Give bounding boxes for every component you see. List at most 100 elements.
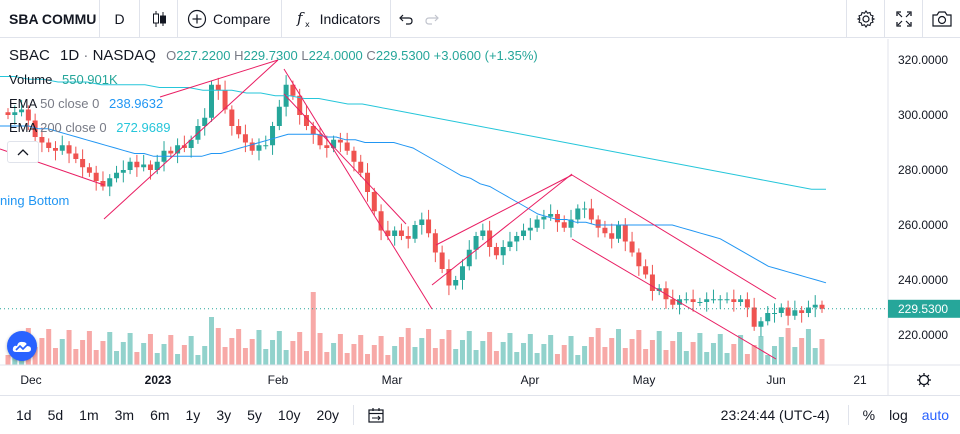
candle-body [799,310,805,313]
redo-button[interactable] [419,0,447,38]
range-button-5d[interactable]: 5d [47,406,64,423]
volume-bar [805,329,811,365]
volume-bar [154,353,160,365]
trend-line [571,238,777,360]
candle-body [188,139,194,148]
range-button-6m[interactable]: 6m [150,406,170,423]
volume-bar [778,337,784,365]
bottom-toolbar: 1d 5d 1m 3m 6m 1y 3y 5y 10y 20y 23:24:44 (UTC-4) … [0,395,960,433]
range-button-1d[interactable]: 1d [16,406,32,423]
symbol-search-button[interactable]: SBA COMMU [0,0,100,38]
legend-open: 227.2200 [176,48,231,63]
legend-close: 229.5300 [375,48,431,63]
volume-bar [39,338,45,365]
legend-l-label: L [301,48,309,63]
fullscreen-button[interactable] [884,0,922,38]
volume-bar [426,329,432,365]
percent-toggle[interactable]: % [862,407,876,423]
volume-legend[interactable]: Volume 550.901K [9,72,118,87]
candle-body [398,230,404,236]
volume-bar [317,333,323,365]
trend-line [431,173,573,286]
settings-button[interactable] [846,0,884,38]
volume-bar [107,332,113,365]
candle-body [656,288,662,291]
volume-bar [290,341,296,365]
log-toggle[interactable]: log [889,407,908,423]
volume-bar [765,355,771,365]
auto-toggle[interactable]: auto [921,407,949,423]
volume-bar [229,338,235,365]
axis-settings-icon[interactable] [917,373,931,387]
volume-bar [249,339,255,365]
price-tick-label: 240.0000 [898,273,948,287]
interval-button[interactable]: D [100,0,140,38]
range-button-5y[interactable]: 5y [247,406,262,423]
range-button-3y[interactable]: 3y [216,406,232,423]
time-tick-label: Jun [766,373,785,387]
candle-body [114,172,120,179]
fullscreen-icon [895,11,912,27]
candle-body [439,252,445,269]
volume-bar [772,346,778,365]
candle-body [717,299,723,301]
volume-bar [622,348,628,365]
pattern-label: ning Bottom [0,193,70,208]
volume-bar [710,343,716,365]
price-tick-label: 300.0000 [898,108,948,122]
ema50-label: EMA [9,96,37,111]
candle-body [270,126,276,146]
range-button-1y[interactable]: 1y [185,406,201,423]
volume-bar [114,351,120,365]
volume-bar [236,329,242,365]
tradingview-logo[interactable] [7,331,37,361]
compare-button[interactable]: Compare [178,0,282,38]
volume-bar [432,348,438,365]
candle-body [73,153,79,159]
range-button-20y[interactable]: 20y [316,406,340,423]
candle-body [222,90,228,110]
candle-body [738,299,744,302]
current-price-badge [888,299,960,318]
candle-body [59,145,65,151]
volume-bar [751,345,757,365]
indicators-button[interactable]: f x Indicators [282,0,392,38]
range-button-10y[interactable]: 10y [277,406,301,423]
volume-bar [147,334,153,365]
ema200-value: 272.9689 [116,120,171,135]
volume-bar [120,342,126,365]
cloud-chart-icon [12,341,32,352]
date-range-button[interactable] [364,406,388,424]
ema50-legend[interactable]: EMA 50 close 0 238.9632 [9,96,163,111]
candle-body [175,145,181,154]
volume-bar [5,355,11,365]
legend-collapse-button[interactable] [7,141,39,163]
volume-bar [46,329,52,365]
volume-bar [602,347,608,365]
candle-body [500,247,506,256]
volume-bar [100,341,106,365]
ema200-legend[interactable]: EMA 200 close 0 272.9689 [9,120,170,135]
candle-body [561,222,567,228]
redo-icon [425,14,440,25]
volume-bar [439,339,445,365]
range-button-3m[interactable]: 3m [114,406,135,423]
legend-change: +3.0600 (+1.35%) [433,48,538,63]
candle-body [670,299,676,305]
candle-body [378,211,384,231]
range-button-1m[interactable]: 1m [79,406,99,423]
time-tick-label: Mar [382,373,403,387]
candle-body [127,161,133,170]
candle-body [236,126,242,135]
price-chart[interactable]: 320.0000 300.0000 280.0000 260.0000 240.0000… [0,39,960,395]
volume-bar [717,334,723,365]
legend-c-label: C [366,48,376,63]
gear-icon [918,374,930,386]
volume-bar [385,355,391,365]
snapshot-button[interactable] [922,0,960,38]
volume-bar [337,334,343,365]
axes: 320.0000 300.0000 280.0000 260.0000 240.0000… [0,39,960,395]
candle-body [324,145,330,148]
undo-button[interactable] [391,0,419,38]
chart-type-button[interactable] [140,0,178,38]
